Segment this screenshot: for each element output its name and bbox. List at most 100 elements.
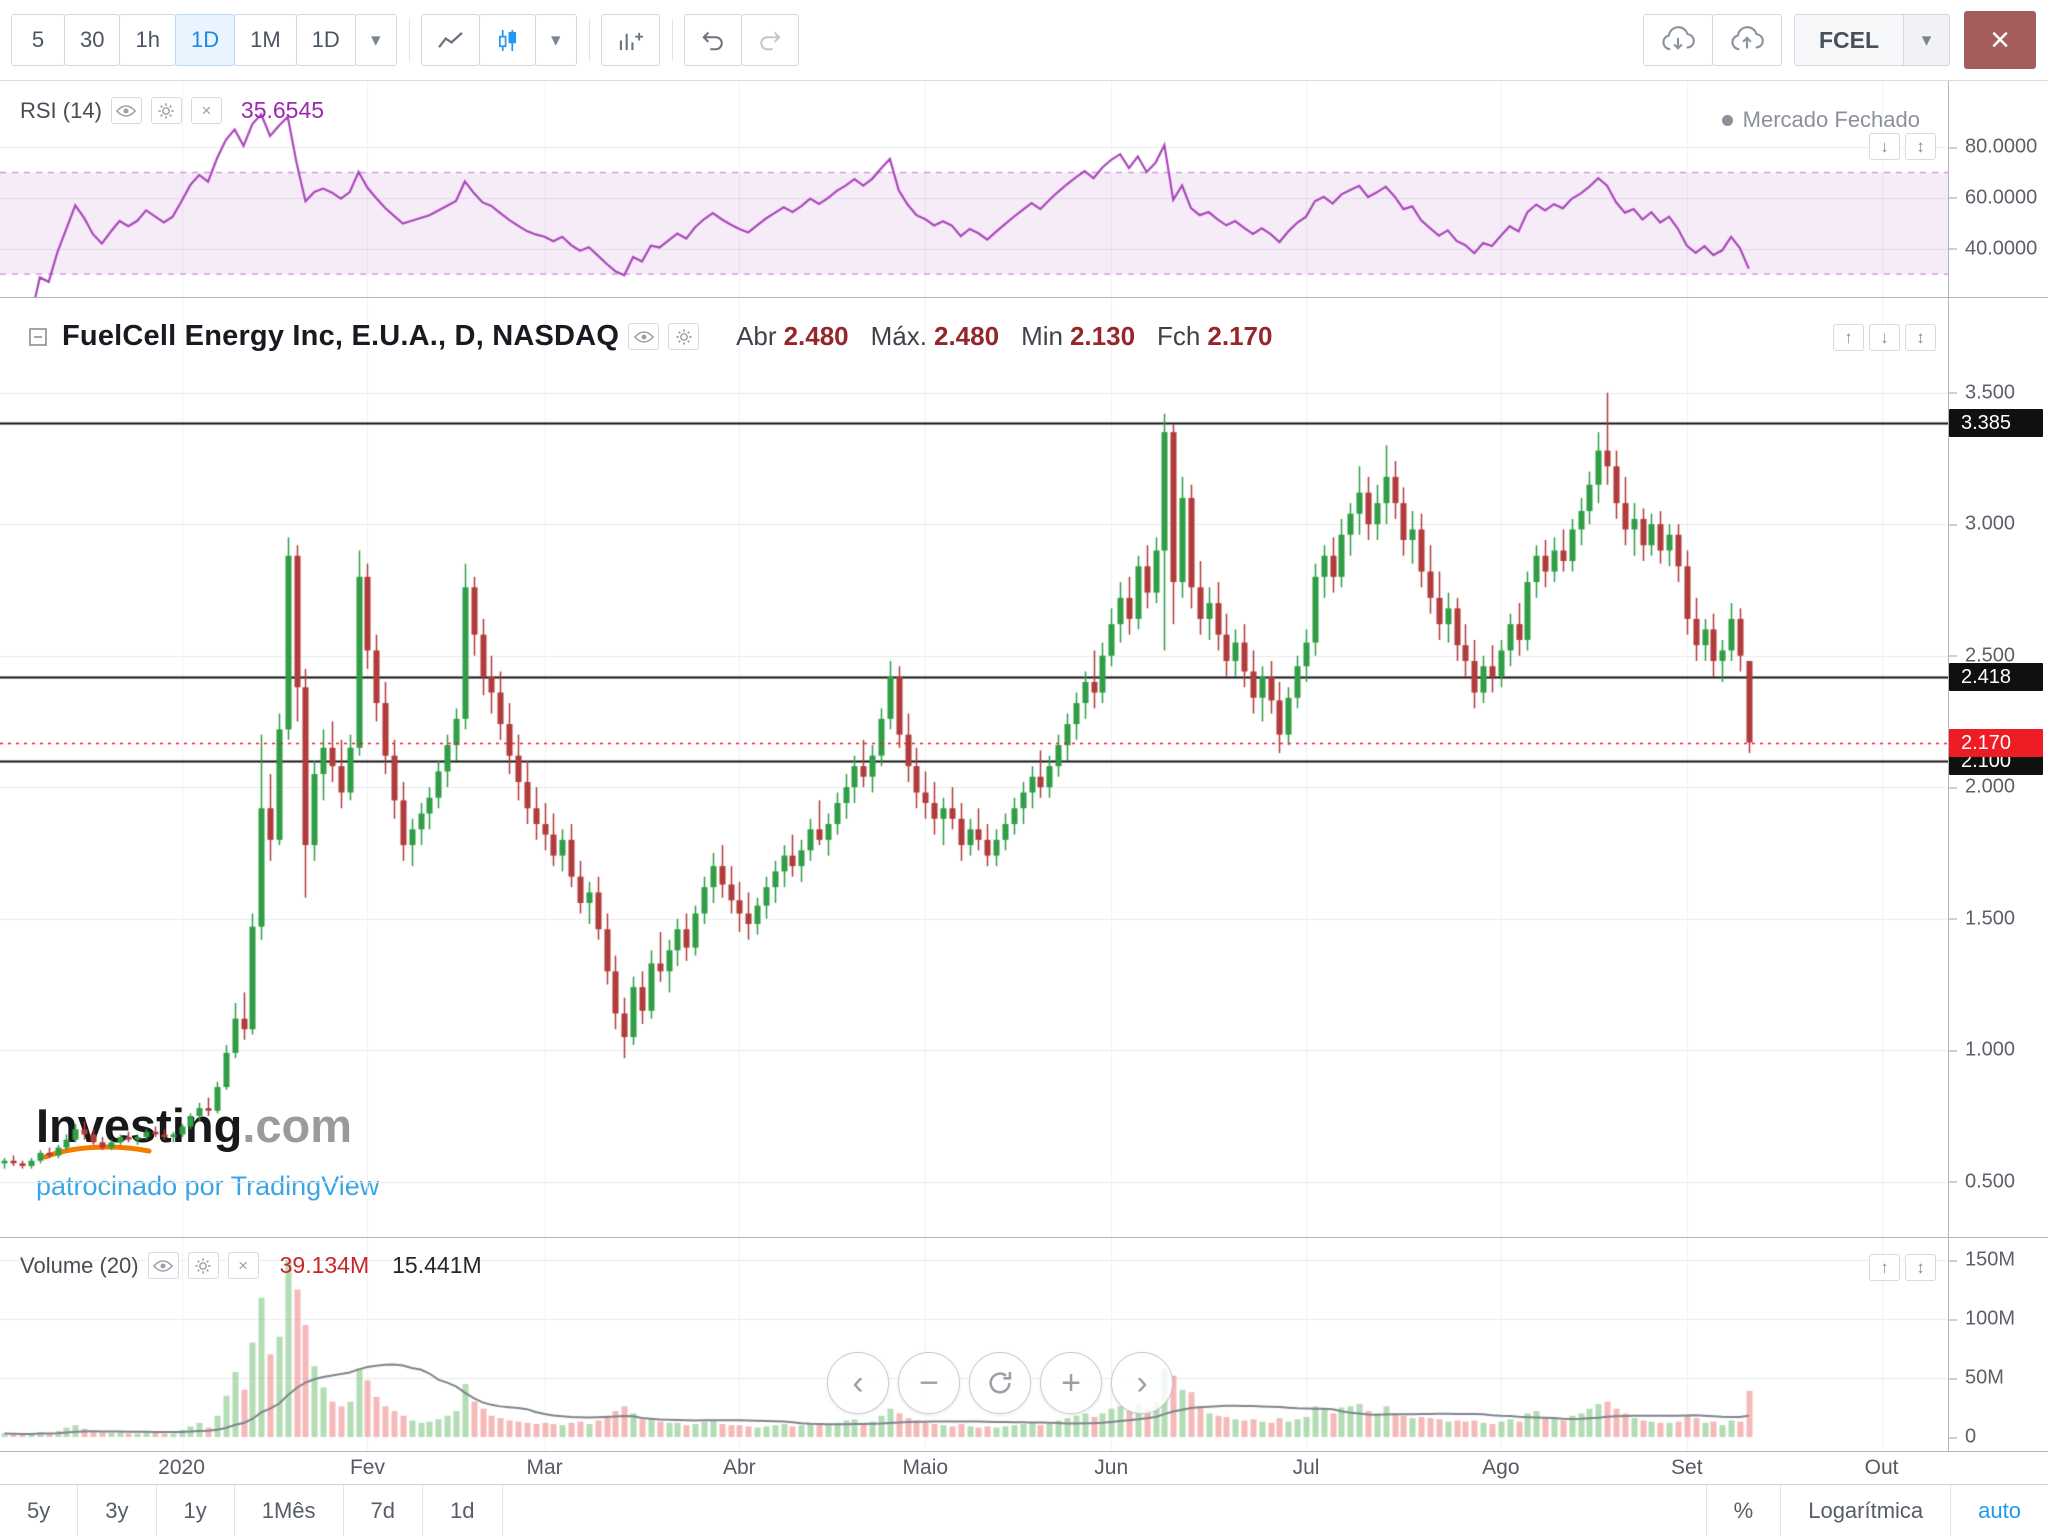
candlestick-style-button[interactable] <box>478 14 536 66</box>
close-icon: × <box>201 100 212 120</box>
rsi-plot-canvas[interactable] <box>0 81 1948 297</box>
rsi-remove-button[interactable]: × <box>190 97 222 124</box>
price-axis-label: 3.000 <box>1949 513 2015 536</box>
reset-view-button[interactable] <box>969 1352 1031 1414</box>
redo-icon <box>757 28 783 52</box>
gear-icon <box>195 1257 211 1274</box>
interval-button-30-1[interactable]: 30 <box>64 14 121 66</box>
rsi-axis-label: 40.0000 <box>1949 237 2037 260</box>
price-chart-canvas[interactable] <box>0 298 1948 1237</box>
volume-plot-canvas[interactable] <box>0 1238 1948 1451</box>
interval-button-5-0[interactable]: 5 <box>11 14 65 66</box>
time-axis-label-Jul: Jul <box>1292 1456 1320 1479</box>
volume-axis-label: 100M <box>1949 1308 2015 1331</box>
move-pane-down-button[interactable]: ↓ <box>1869 133 1900 160</box>
series-settings-button[interactable] <box>668 323 700 350</box>
volume-axis-label: 50M <box>1949 1367 2004 1390</box>
market-status-dot-icon <box>1721 114 1733 126</box>
symbol-dropdown-caret[interactable]: ▾ <box>1903 15 1949 65</box>
interval-button-1M-4[interactable]: 1M <box>234 14 297 66</box>
resize-pane-button[interactable]: ↕ <box>1905 324 1936 351</box>
chart-navigation: ‹ − + › <box>827 1352 1173 1414</box>
rsi-panel-controls: ↓ ↕ <box>1869 133 1936 160</box>
zoom-in-button[interactable]: + <box>1040 1352 1102 1414</box>
time-axis-label-Mar: Mar <box>526 1456 563 1479</box>
price-axis-label: 0.500 <box>1949 1170 2015 1193</box>
rsi-title: RSI (14) <box>20 97 102 123</box>
load-layout-button[interactable] <box>1642 14 1713 66</box>
rsi-panel: 80.0000 60.0000 40.0000 RSI (14) × 35.6545… <box>0 81 2048 298</box>
range-button-1Mês[interactable]: 1Mês <box>235 1485 344 1536</box>
time-axis-label-Out: Out <box>1864 1456 1899 1479</box>
volume-ma-value: 15.441M <box>392 1252 482 1278</box>
time-axis-label-2020: 2020 <box>158 1456 205 1479</box>
close-button[interactable]: × <box>1964 11 2036 69</box>
toolbar-separator <box>408 19 410 61</box>
ohlc-label: Min <box>1021 321 1063 351</box>
plus-icon: + <box>1061 1363 1081 1402</box>
volume-panel-controls: ↑ ↕ <box>1869 1254 1936 1281</box>
volume-remove-button[interactable]: × <box>227 1252 259 1279</box>
resize-pane-button[interactable]: ↕ <box>1905 133 1936 160</box>
gear-icon <box>675 328 692 345</box>
range-button-1d[interactable]: 1d <box>423 1485 503 1536</box>
volume-axis-label: 0 <box>1949 1426 1976 1449</box>
price-level-label: 3.385 <box>1949 408 2043 437</box>
move-pane-down-button[interactable]: ↓ <box>1869 324 1900 351</box>
volume-visibility-button[interactable] <box>147 1252 179 1279</box>
market-status-label: Mercado Fechado <box>1742 107 1920 132</box>
log-scale-button[interactable]: Logarítmica <box>1780 1485 1950 1536</box>
chevron-left-icon: ‹ <box>852 1363 864 1402</box>
scroll-left-button[interactable]: ‹ <box>827 1352 889 1414</box>
save-layout-button[interactable] <box>1711 14 1782 66</box>
interval-button-1D-5[interactable]: 1D <box>295 14 356 66</box>
zoom-out-button[interactable]: − <box>898 1352 960 1414</box>
eye-icon <box>633 330 654 344</box>
percent-scale-button[interactable]: % <box>1705 1485 1781 1536</box>
volume-header: Volume (20) × 39.134M 15.441M <box>20 1252 482 1279</box>
scroll-right-button[interactable]: › <box>1111 1352 1173 1414</box>
time-axis-label-Jun: Jun <box>1094 1456 1129 1479</box>
undo-button[interactable] <box>683 14 742 66</box>
move-pane-up-button[interactable]: ↑ <box>1869 1254 1900 1281</box>
range-button-7d[interactable]: 7d <box>344 1485 424 1536</box>
price-level-label: 2.170 <box>1949 728 2043 757</box>
instrument-title: FuelCell Energy Inc, E.U.A., D, NASDAQ <box>62 320 620 352</box>
bottom-toolbar: 5y 3y 1y 1Mês 7d 1d % Logarítmica auto <box>0 1484 2048 1536</box>
symbol-selector[interactable]: FCEL ▾ <box>1793 14 1950 66</box>
rsi-header: RSI (14) × 35.6545 <box>20 97 324 124</box>
interval-dropdown-caret[interactable]: ▾ <box>354 14 397 66</box>
collapse-pane-button[interactable] <box>22 323 53 350</box>
toolbar-separator <box>588 19 590 61</box>
refresh-icon <box>986 1369 1014 1397</box>
range-button-1y[interactable]: 1y <box>157 1485 235 1536</box>
time-axis[interactable]: 2020 Fev Mar Abr Maio Jun Jul Ago Set Out <box>0 1452 2048 1484</box>
chevron-right-icon: › <box>1136 1363 1148 1402</box>
series-visibility-button[interactable] <box>628 323 660 350</box>
redo-button[interactable] <box>740 14 799 66</box>
interval-button-1h-2[interactable]: 1h <box>119 14 176 66</box>
rsi-price-axis[interactable]: 80.0000 60.0000 40.0000 <box>1948 81 2048 297</box>
interval-buttons: 5 30 1h 1D 1M 1D <box>11 14 356 66</box>
line-chart-style-button[interactable] <box>420 14 480 66</box>
rsi-visibility-button[interactable] <box>110 97 142 124</box>
rsi-settings-button[interactable] <box>150 97 182 124</box>
auto-scale-button[interactable]: auto <box>1950 1485 2048 1536</box>
ohlc-Fch: Fch 2.170 <box>1157 321 1272 352</box>
chart-style-dropdown-caret[interactable]: ▾ <box>534 14 577 66</box>
interval-button-1D-3[interactable]: 1D <box>174 14 236 66</box>
price-axis-label: 1.000 <box>1949 1039 2015 1062</box>
price-axis[interactable]: 3.500 3.000 2.500 2.000 1.500 1.000 0.500 3.385… <box>1948 298 2048 1237</box>
volume-axis-label: 150M <box>1949 1249 2015 1272</box>
ohlc-value: 2.480 <box>933 321 1000 351</box>
volume-axis[interactable]: 150M 100M 50M 0 <box>1948 1238 2048 1451</box>
range-button-3y[interactable]: 3y <box>78 1485 157 1536</box>
volume-settings-button[interactable] <box>187 1252 219 1279</box>
price-axis-label: 2.000 <box>1949 776 2015 799</box>
indicators-button[interactable] <box>600 14 660 66</box>
resize-pane-button[interactable]: ↕ <box>1905 1254 1936 1281</box>
move-pane-up-button[interactable]: ↑ <box>1833 324 1864 351</box>
range-button-5y[interactable]: 5y <box>0 1485 79 1536</box>
time-axis-label-Abr: Abr <box>723 1456 756 1479</box>
price-panel: Investing.com patrocinado por TradingVie… <box>0 298 2048 1238</box>
